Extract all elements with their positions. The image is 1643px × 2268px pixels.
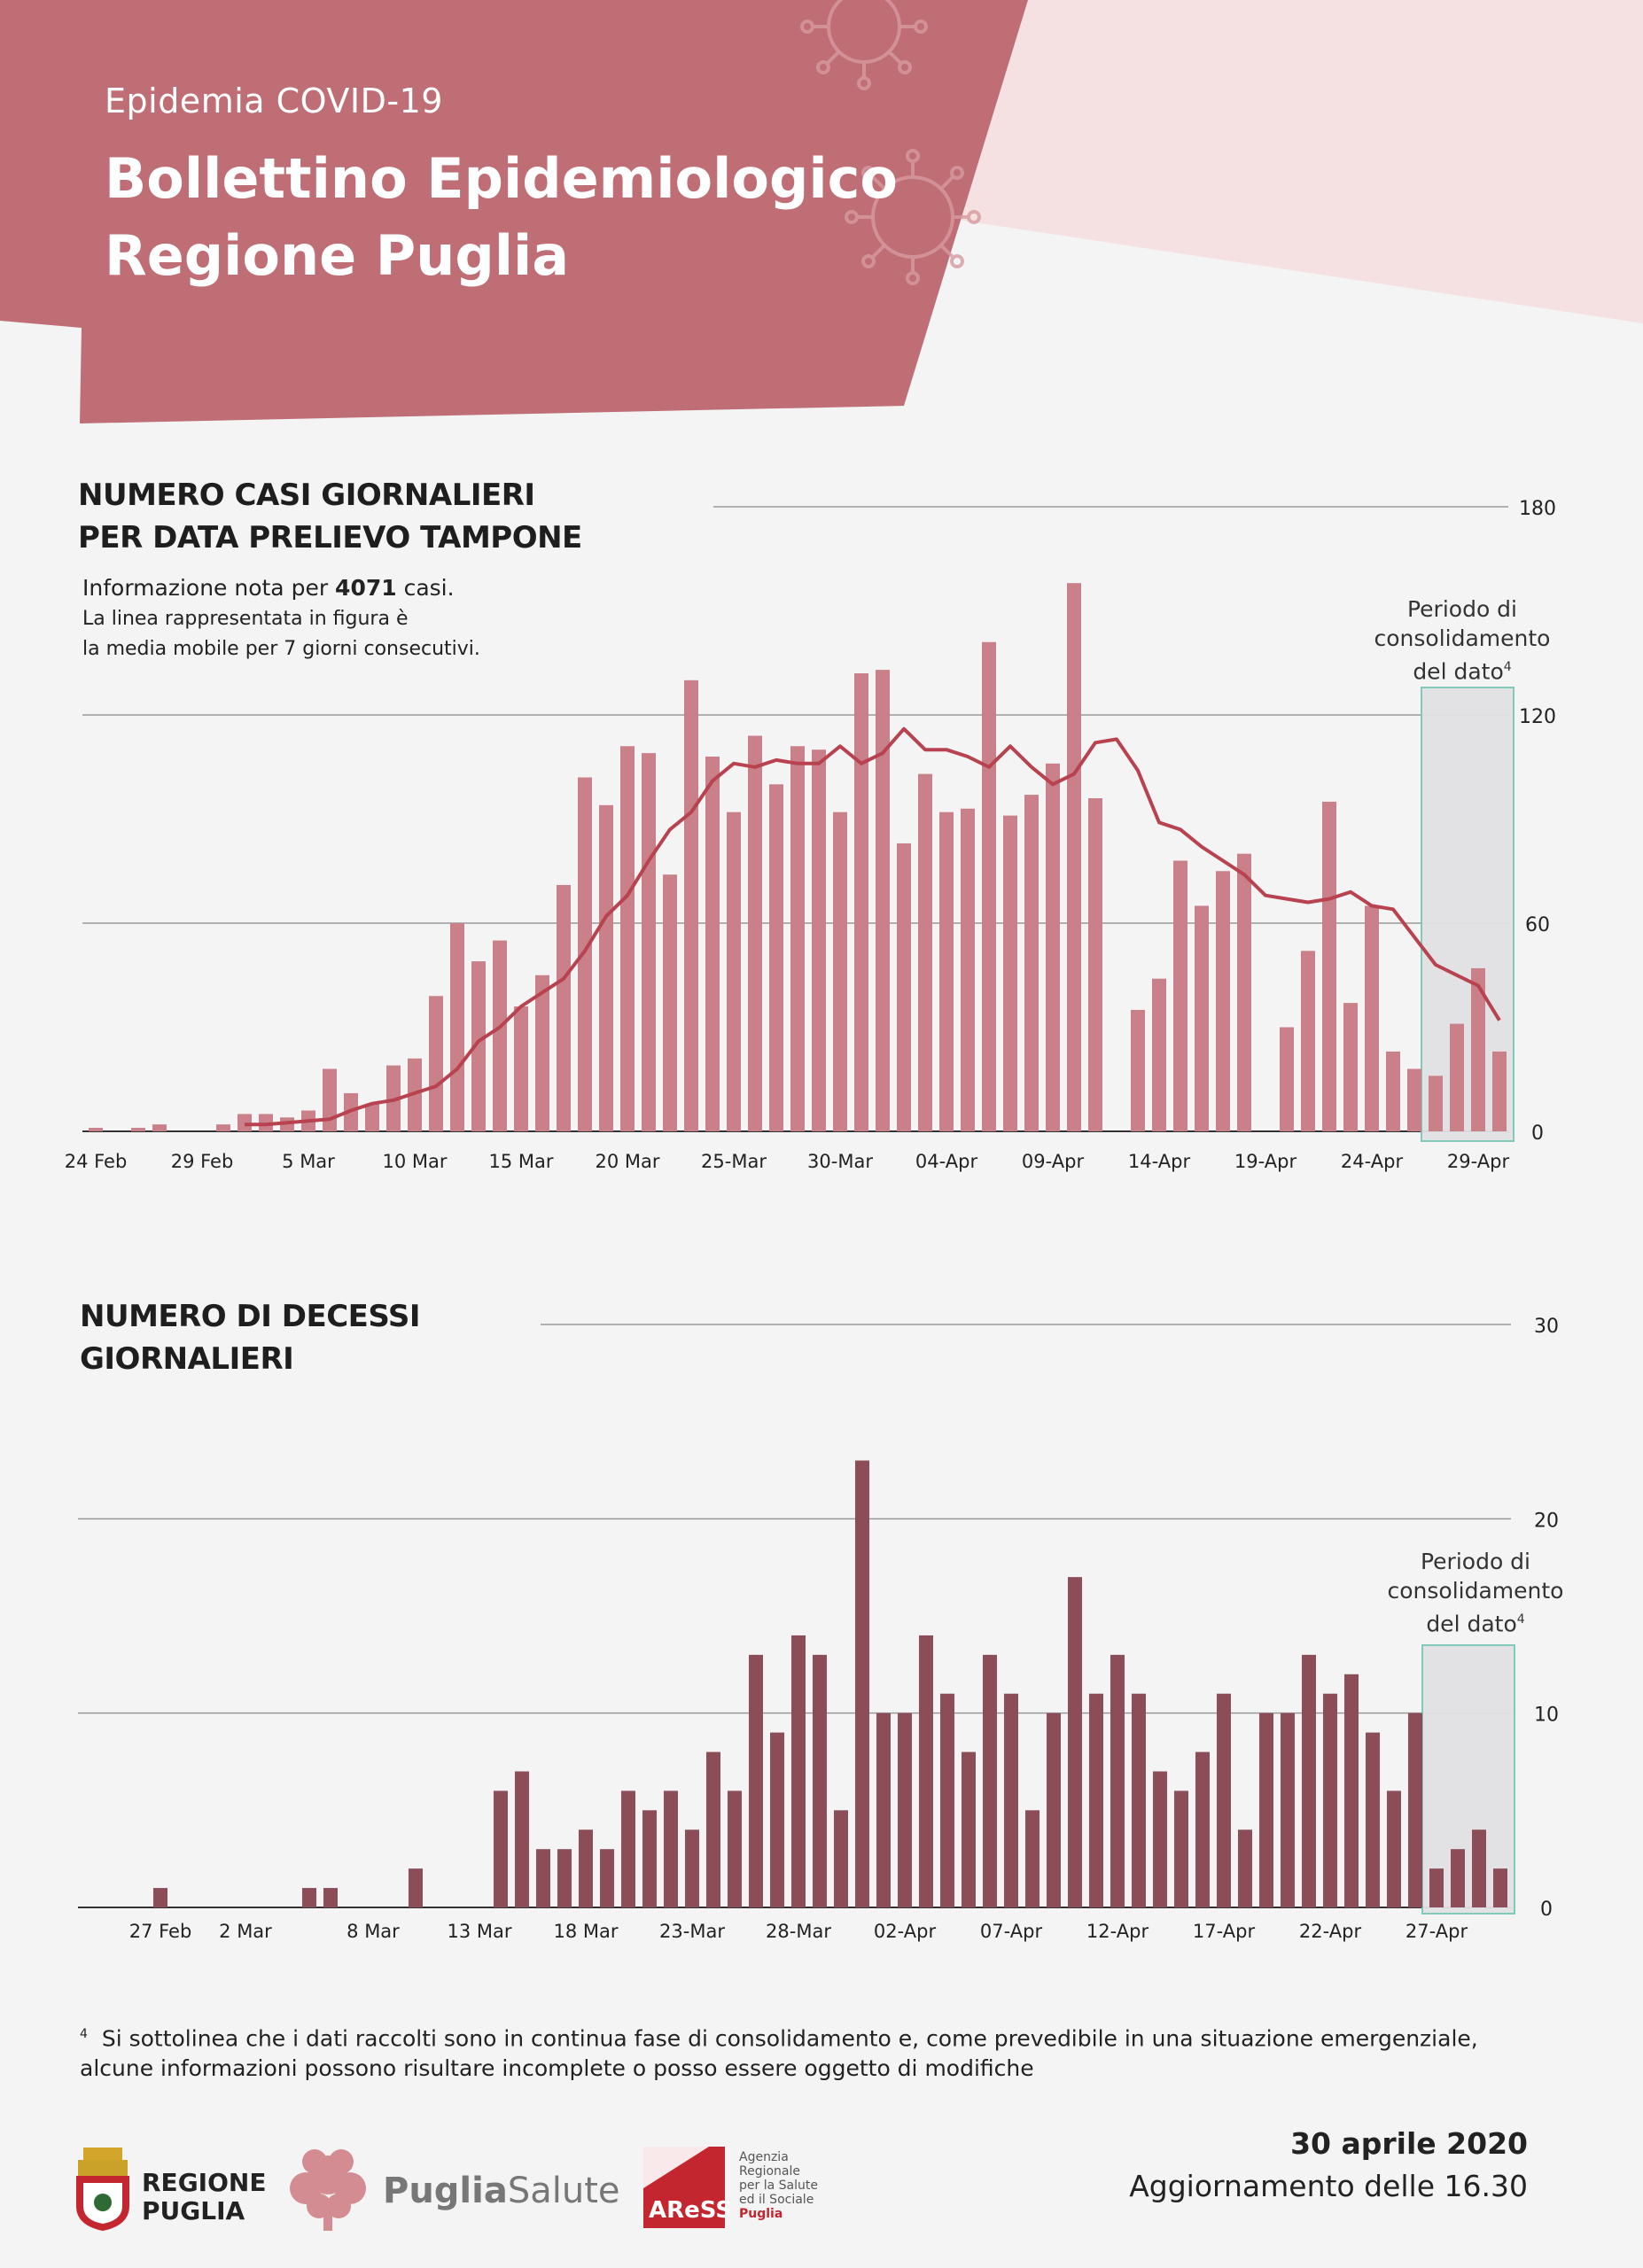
note-count: 4071 bbox=[335, 575, 397, 601]
deaths-consolidation-label: Periodo di consolidamento del dato4 bbox=[1356, 1547, 1595, 1638]
puglia-salute-logo: PugliaSalute bbox=[383, 2171, 620, 2211]
footnote-ref: 4 bbox=[80, 2027, 88, 2041]
aress-text4: ed il Sociale bbox=[739, 2193, 814, 2207]
cons-note-ref: 4 bbox=[1503, 660, 1512, 674]
cons-label-line3: del dato bbox=[1413, 658, 1504, 685]
virus-icon-2 bbox=[845, 149, 981, 285]
deaths-chart-title-line1: NUMERO DI DECESSI bbox=[80, 1299, 420, 1334]
note-line3: la media mobile per 7 giorni consecutivi… bbox=[82, 638, 480, 660]
note-prefix: Informazione nota per bbox=[82, 575, 336, 601]
puglia-salute-puglia: Puglia bbox=[383, 2171, 508, 2211]
note-line2: La linea rappresentata in figura è bbox=[82, 608, 409, 630]
aress-mark: AReSS bbox=[649, 2197, 733, 2224]
aress-text5: Puglia bbox=[739, 2207, 783, 2221]
regione-puglia-logo: REGIONE PUGLIA bbox=[142, 2169, 266, 2225]
virus-icon bbox=[800, 0, 928, 90]
pink-band bbox=[939, 0, 1643, 323]
cons-label-line2: consolidamento bbox=[1374, 625, 1551, 651]
aress-text3: per la Salute bbox=[739, 2179, 818, 2193]
cons2-label-line1: Periodo di bbox=[1420, 1549, 1530, 1574]
cons-label-line1: Periodo di bbox=[1406, 596, 1517, 622]
footnote-line2: alcune informazioni possono risultare in… bbox=[80, 2055, 1034, 2082]
cons2-label-line2: consolidamento bbox=[1387, 1578, 1564, 1604]
cons2-label-line3: del dato bbox=[1426, 1611, 1517, 1637]
header-kicker: Epidemia COVID-19 bbox=[105, 82, 443, 120]
footnote: 4 Si sottolinea che i dati raccolti sono… bbox=[80, 2019, 1586, 2084]
cases-chart-note: Informazione nota per 4071 casi. La line… bbox=[82, 572, 480, 664]
deaths-chart-title: NUMERO DI DECESSI GIORNALIERI bbox=[80, 1295, 420, 1380]
aress-text1: Agenzia bbox=[739, 2150, 789, 2164]
puglia-salute-salute: Salute bbox=[507, 2171, 620, 2211]
cases-chart-title-line2: PER DATA PRELIEVO TAMPONE bbox=[78, 520, 582, 555]
aress-text: Agenzia Regionale per la Salute ed il So… bbox=[739, 2150, 818, 2221]
regione-line1: REGIONE bbox=[142, 2168, 267, 2197]
note-suffix: casi. bbox=[396, 575, 455, 601]
page-title-line1: Bollettino Epidemiologico bbox=[105, 146, 898, 211]
cases-consolidation-label: Periodo di consolidamento del dato4 bbox=[1347, 594, 1577, 686]
cases-chart-title-line1: NUMERO CASI GIORNALIERI bbox=[78, 478, 535, 513]
cons2-note-ref: 4 bbox=[1516, 1612, 1525, 1627]
aress-text2: Regionale bbox=[739, 2164, 801, 2179]
bulletin-date: 30 aprile 2020 bbox=[1290, 2126, 1528, 2161]
regione-line2: PUGLIA bbox=[142, 2196, 245, 2225]
deaths-chart-title-line2: GIORNALIERI bbox=[80, 1341, 294, 1377]
cases-chart-title: NUMERO CASI GIORNALIERI PER DATA PRELIEV… bbox=[78, 474, 582, 559]
footnote-line1: Si sottolinea che i dati raccolti sono i… bbox=[101, 2025, 1478, 2052]
update-time: Aggiornamento delle 16.30 bbox=[1129, 2169, 1528, 2203]
red-header-shape bbox=[0, 0, 1028, 423]
page-title-line2: Regione Puglia bbox=[105, 223, 570, 288]
